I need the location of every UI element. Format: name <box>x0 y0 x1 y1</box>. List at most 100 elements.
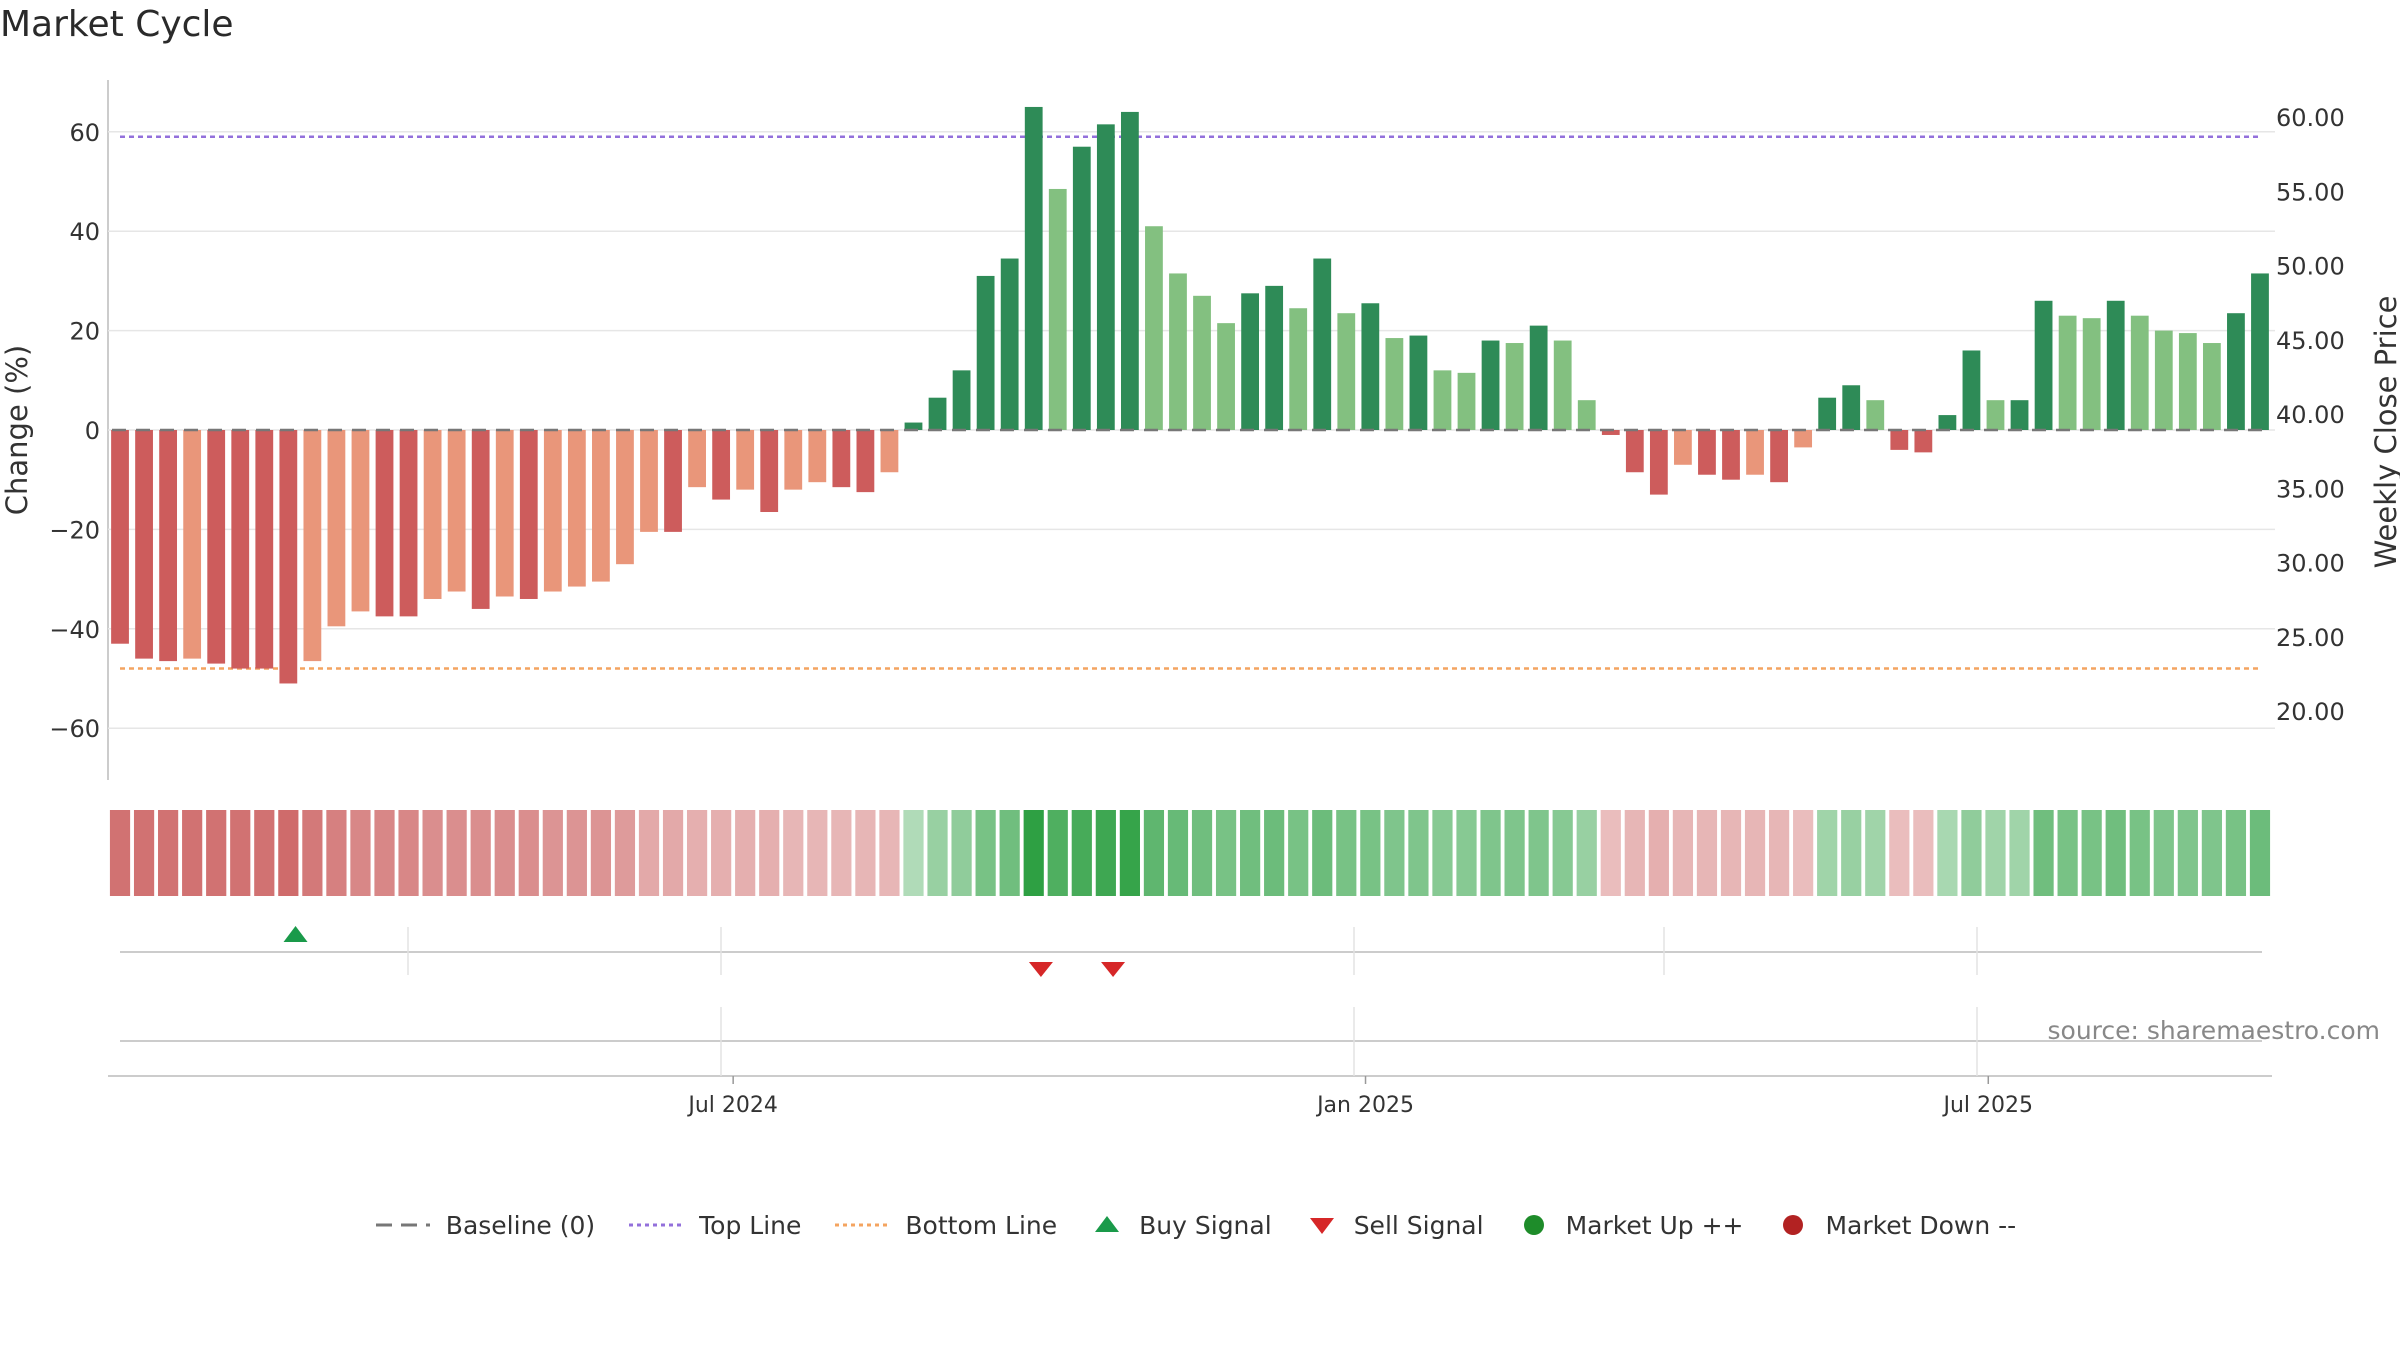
legend-item-top[interactable]: Top Line <box>627 1210 801 1240</box>
bar <box>1096 124 1115 430</box>
legend-item-mup[interactable]: Market Up ++ <box>1516 1210 1743 1240</box>
y2-axis-label: Weekly Close Price <box>2369 296 2400 569</box>
bar <box>976 275 995 430</box>
heat-cell <box>638 810 660 896</box>
bar <box>2082 318 2101 430</box>
bar <box>495 430 514 597</box>
heat-cell <box>686 810 708 896</box>
bar <box>1169 273 1187 430</box>
legend-label: Buy Signal <box>1139 1210 1272 1240</box>
heat-cell <box>1240 810 1261 896</box>
bar <box>808 430 827 483</box>
heat-cell <box>831 810 852 896</box>
heat-cell <box>927 810 948 896</box>
legend-item-buy[interactable]: Buy Signal <box>1089 1210 1272 1240</box>
bar <box>784 430 803 490</box>
heat-cell <box>1215 810 1237 896</box>
heat-cell <box>1143 810 1165 896</box>
heat-cell <box>1793 810 1814 896</box>
bar <box>736 430 755 490</box>
y-tick-label: −40 <box>49 616 100 644</box>
heat-cell <box>158 810 179 896</box>
bar <box>1842 385 1861 430</box>
heat-cell <box>1023 810 1044 896</box>
heat-cell <box>1576 810 1597 896</box>
x-tick-label: Jan 2025 <box>1315 1093 1414 1118</box>
heat-cell <box>350 810 371 896</box>
bar <box>1072 146 1091 430</box>
legend: Baseline (0) Top Line Bottom Line Buy Signa… <box>0 1198 2400 1252</box>
heat-cell <box>2249 810 2271 896</box>
buy-signal-marker <box>283 926 308 942</box>
heat-cell <box>807 810 828 896</box>
heat-cell <box>1432 810 1453 896</box>
heat-cell <box>398 810 419 896</box>
legend-label: Baseline (0) <box>445 1210 596 1240</box>
y2-tick-label: 35.00 <box>2276 475 2345 503</box>
legend-item-baseline[interactable]: Baseline (0) <box>374 1210 595 1240</box>
heat-cell <box>518 810 539 896</box>
source-note: source: sharemaestro.com <box>2048 1016 2381 1045</box>
bar <box>1577 400 1596 430</box>
y-tick-label: 60 <box>69 119 100 147</box>
heat-cell <box>1119 810 1140 896</box>
heat-cell <box>1504 810 1525 896</box>
bar <box>1986 400 2005 430</box>
heat-cell <box>1648 810 1669 896</box>
heat-cell <box>1985 810 2006 896</box>
bar <box>760 430 779 513</box>
bar <box>2034 300 2053 430</box>
legend-baseline-icon <box>374 1210 432 1240</box>
heat-cell <box>1624 810 1645 896</box>
bar <box>1962 350 1981 430</box>
bar <box>1914 430 1933 453</box>
legend-item-bottom[interactable]: Bottom Line <box>833 1210 1057 1240</box>
y2-tick-label: 40.00 <box>2276 401 2345 429</box>
bar <box>375 430 394 617</box>
y-axis-label: Change (%) <box>0 345 34 515</box>
heat-cell <box>1480 810 1501 896</box>
bar <box>159 430 178 662</box>
heat-cell <box>590 810 612 896</box>
heat-cell <box>2153 810 2174 896</box>
legend-top-icon <box>627 1210 685 1240</box>
heat-cell <box>1552 810 1573 896</box>
bar <box>1505 343 1524 430</box>
heat-cell <box>1071 810 1092 896</box>
bar <box>2058 315 2077 430</box>
bar <box>1193 295 1211 430</box>
heat-cell <box>1167 810 1189 896</box>
heat-cell <box>1456 810 1477 896</box>
bar <box>1433 370 1452 430</box>
bar <box>303 430 322 662</box>
bar <box>1529 325 1548 430</box>
heat-cell <box>1841 810 1862 896</box>
y-tick-label: −20 <box>49 516 100 544</box>
y-tick-label: 40 <box>69 218 100 246</box>
bar <box>1457 372 1476 430</box>
bar <box>447 430 466 592</box>
bar <box>2010 400 2029 430</box>
heat-cell <box>446 810 467 896</box>
bar <box>1698 430 1716 475</box>
legend-item-mdown[interactable]: Market Down -- <box>1775 1210 2016 1240</box>
bar <box>1024 106 1043 430</box>
heat-cell <box>1384 810 1405 896</box>
bar <box>543 430 562 592</box>
heat-cell <box>1937 810 1958 896</box>
bar <box>111 430 129 644</box>
bar <box>1746 430 1764 475</box>
y2-tick-label: 60.00 <box>2276 104 2345 132</box>
heat-cell <box>1288 810 1309 896</box>
bar <box>952 370 971 430</box>
legend-sell-icon <box>1304 1210 1340 1240</box>
y-tick-label: −60 <box>49 715 100 743</box>
legend-item-sell[interactable]: Sell Signal <box>1304 1210 1484 1240</box>
legend-label: Top Line <box>699 1210 802 1240</box>
bar <box>1217 323 1235 430</box>
heat-cell <box>1191 810 1213 896</box>
bar <box>2227 313 2245 430</box>
heat-cell <box>2081 810 2102 896</box>
heat-cell <box>1264 810 1285 896</box>
y2-tick-label: 25.00 <box>2276 624 2345 652</box>
